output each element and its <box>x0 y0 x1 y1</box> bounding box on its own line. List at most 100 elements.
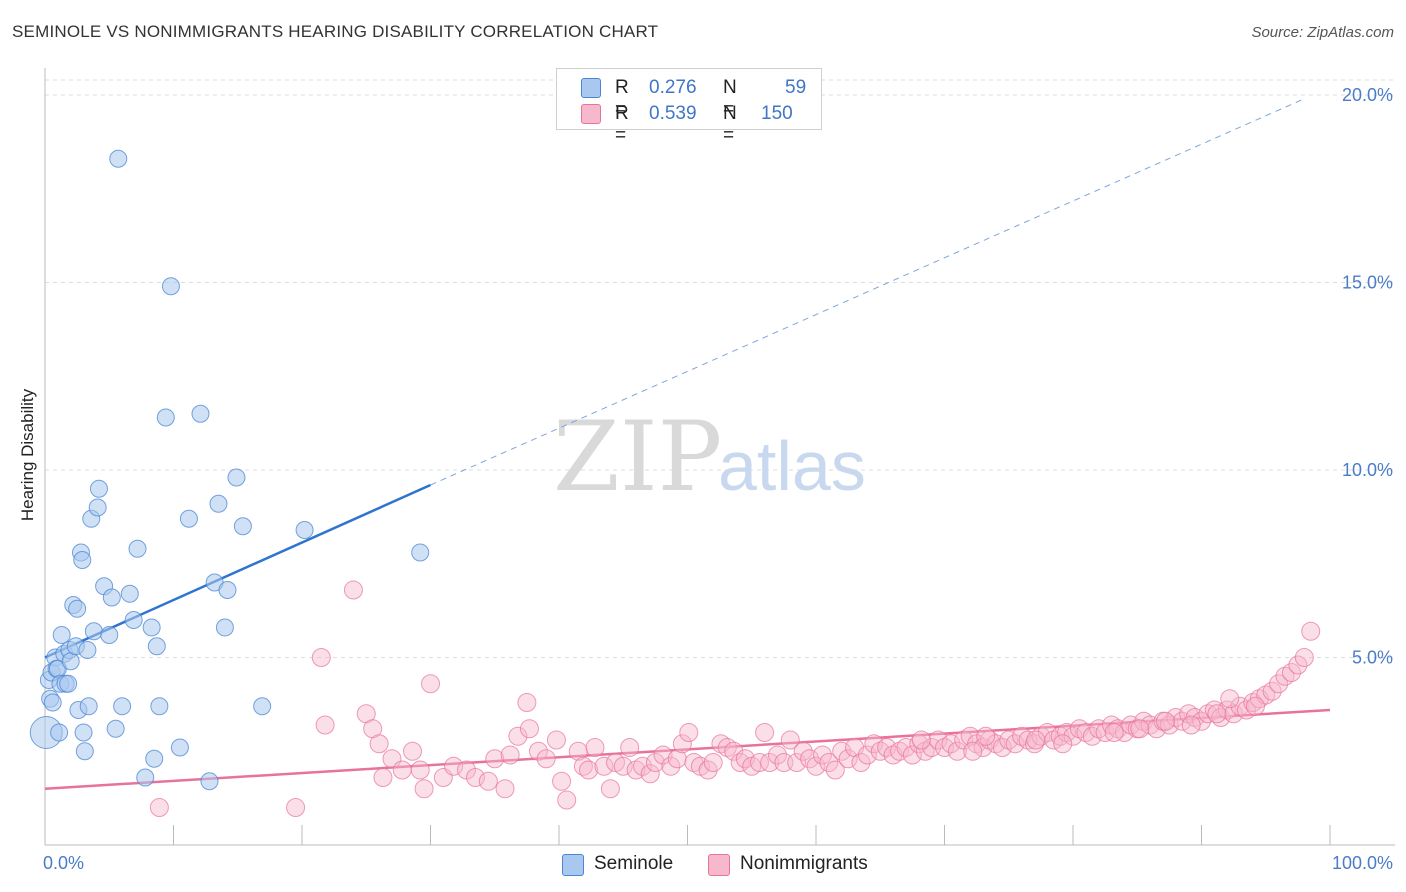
seminole-point <box>253 697 272 716</box>
nonimmigrants-point <box>343 580 363 600</box>
nonimmigrants-point <box>1031 726 1051 746</box>
seminole-point <box>113 697 132 716</box>
nonimmigrants-point <box>1220 689 1240 709</box>
nonimmigrants-point <box>911 730 931 750</box>
nonimmigrants-point <box>832 741 852 761</box>
nonimmigrants-point <box>613 756 633 776</box>
y-tick-label: 20.0% <box>1342 85 1393 105</box>
legend-n-value: 59 <box>785 77 807 98</box>
seminole-point <box>215 618 234 637</box>
nonimmigrants-point <box>717 738 737 757</box>
nonimmigrants-point <box>645 753 665 772</box>
seminole-point <box>74 723 93 742</box>
seminole-point <box>100 626 119 644</box>
seminole-legend-label: Seminole <box>594 853 674 874</box>
nonimmigrants-point <box>935 738 954 757</box>
nonimmigrants-point <box>780 730 800 750</box>
nonimmigrants-point <box>485 749 505 769</box>
nonimmigrants-point <box>928 730 948 750</box>
nonimmigrants-point <box>600 779 620 799</box>
nonimmigrants-point <box>915 741 935 761</box>
nonimmigrants-point <box>403 741 423 761</box>
legend-n-value: 150 <box>761 103 793 124</box>
nonimmigrants-point <box>1224 704 1244 724</box>
nonimmigrants-point <box>902 745 922 765</box>
nonimmigrants-point <box>1057 723 1077 742</box>
nonimmigrants-point <box>986 734 1006 754</box>
nonimmigrants-point <box>557 790 577 810</box>
nonimmigrants-point <box>877 738 897 757</box>
nonimmigrants-point <box>315 715 335 735</box>
seminole-point <box>68 599 87 618</box>
nonimmigrants-point <box>517 693 537 712</box>
legend-r-label: R = <box>615 103 629 146</box>
x-tick-label: 100.0% <box>1332 853 1393 873</box>
nonimmigrants-point <box>546 730 566 750</box>
chart-title: SEMINOLE VS NONIMMIGRANTS HEARING DISABI… <box>12 22 659 41</box>
nonimmigrants-point <box>806 756 826 776</box>
nonimmigrants-point <box>973 738 993 757</box>
y-tick-label: 15.0% <box>1342 273 1393 293</box>
nonimmigrants-point <box>1063 726 1083 746</box>
seminole-point <box>102 588 121 607</box>
nonimmigrants-point <box>992 738 1012 757</box>
nonimmigrants-point <box>735 749 755 769</box>
seminole-point <box>109 149 128 168</box>
nonimmigrants-point <box>825 760 845 780</box>
nonimmigrants-point <box>767 745 787 765</box>
nonimmigrants-points <box>149 580 1321 817</box>
nonimmigrants-point <box>444 756 464 776</box>
nonimmigrants-legend-swatch <box>708 854 730 876</box>
nonimmigrants-trend-line <box>44 708 1331 790</box>
x-tick-label: 0.0% <box>43 853 84 873</box>
nonimmigrants-point <box>890 741 910 761</box>
nonimmigrants-point <box>870 741 890 761</box>
nonimmigrants-point <box>1192 711 1211 731</box>
nonimmigrants-point <box>573 756 593 776</box>
seminole-point <box>145 749 164 768</box>
seminole-point <box>120 584 139 603</box>
legend-r-value: 0.276 <box>649 77 697 98</box>
nonimmigrants-point <box>414 779 434 799</box>
nonimmigrants-point <box>672 734 692 754</box>
nonimmigrants-point <box>585 738 605 757</box>
seminole-point <box>179 509 198 528</box>
seminole-point <box>200 772 219 791</box>
gridlines <box>45 79 1395 658</box>
seminole-point <box>73 551 92 569</box>
seminole-point <box>156 408 175 427</box>
nonimmigrants-point <box>594 756 614 776</box>
nonimmigrants-point <box>1166 708 1186 727</box>
nonimmigrants-point <box>857 745 877 765</box>
nonimmigrants-point <box>1281 663 1301 682</box>
seminole-point <box>52 626 71 644</box>
seminole-point <box>78 641 97 659</box>
nonimmigrants-point <box>941 734 961 754</box>
nonimmigrants-point <box>1294 648 1314 667</box>
nonimmigrants-point <box>620 738 640 757</box>
nonimmigrants-point <box>653 745 673 765</box>
nonimmigrants-point <box>519 719 539 739</box>
seminole-point <box>411 543 430 562</box>
nonimmigrants-point <box>730 753 750 772</box>
nonimmigrants-point <box>410 760 430 780</box>
seminole-point <box>191 404 210 423</box>
nonimmigrants-point <box>286 798 306 817</box>
seminole-points <box>29 149 430 791</box>
legend-n-label: N = <box>723 103 737 146</box>
seminole-point <box>128 539 147 558</box>
seminole-legend-swatch <box>562 854 584 876</box>
legend-n-label: N = <box>723 77 737 120</box>
nonimmigrants-point <box>633 756 653 776</box>
nonimmigrants-point <box>1217 700 1237 720</box>
nonimmigrants-point <box>812 745 832 765</box>
seminole-point <box>170 738 189 757</box>
nonimmigrants-point <box>947 741 967 761</box>
correlation-legend: R = 0.276 N = 59 R = 0.539 N = 150 <box>556 68 822 146</box>
nonimmigrants-point <box>1245 696 1265 716</box>
nonimmigrants-point <box>311 648 331 667</box>
nonimmigrants-point <box>421 674 440 694</box>
nonimmigrants-point <box>1114 723 1134 742</box>
nonimmigrants-point <box>465 768 485 787</box>
seminole-point <box>295 521 314 539</box>
